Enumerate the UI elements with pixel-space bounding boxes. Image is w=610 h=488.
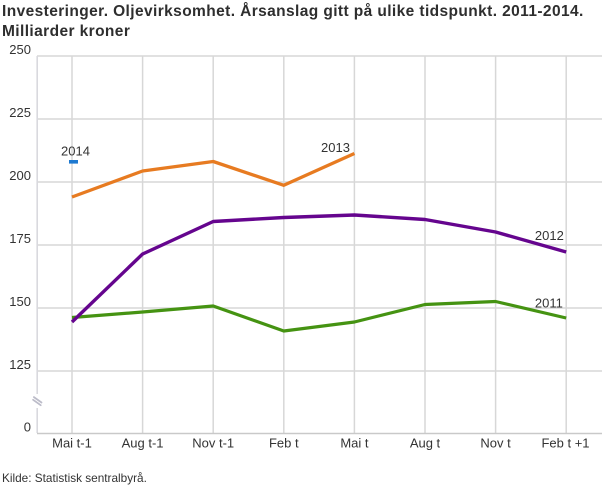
svg-text:Kilde: Statistisk sentralbyrå.: Kilde: Statistisk sentralbyrå. [2,471,147,485]
svg-text:Nov t: Nov t [480,436,511,451]
svg-text:Mai t-1: Mai t-1 [52,436,92,451]
svg-text:Investeringer. Oljevirksomhet.: Investeringer. Oljevirksomhet. Årsanslag… [2,3,584,20]
svg-text:Milliarder kroner: Milliarder kroner [2,23,130,40]
svg-text:Aug t-1: Aug t-1 [122,436,164,451]
svg-text:175: 175 [9,231,31,246]
svg-text:2013: 2013 [321,140,350,155]
svg-text:225: 225 [9,105,31,120]
svg-text:2011: 2011 [535,296,563,311]
svg-text:250: 250 [9,42,31,57]
svg-text:2014: 2014 [61,144,90,159]
svg-text:150: 150 [9,294,31,309]
svg-text:Feb t: Feb t [269,436,299,451]
svg-text:200: 200 [9,168,31,183]
svg-text:Aug t: Aug t [410,436,441,451]
svg-text:2012: 2012 [535,228,564,243]
svg-text:Mai t: Mai t [340,436,369,451]
svg-text:Feb t +1: Feb t +1 [541,436,589,451]
svg-text:Nov t-1: Nov t-1 [192,436,234,451]
svg-text:0: 0 [24,420,31,435]
svg-text:125: 125 [9,357,31,372]
